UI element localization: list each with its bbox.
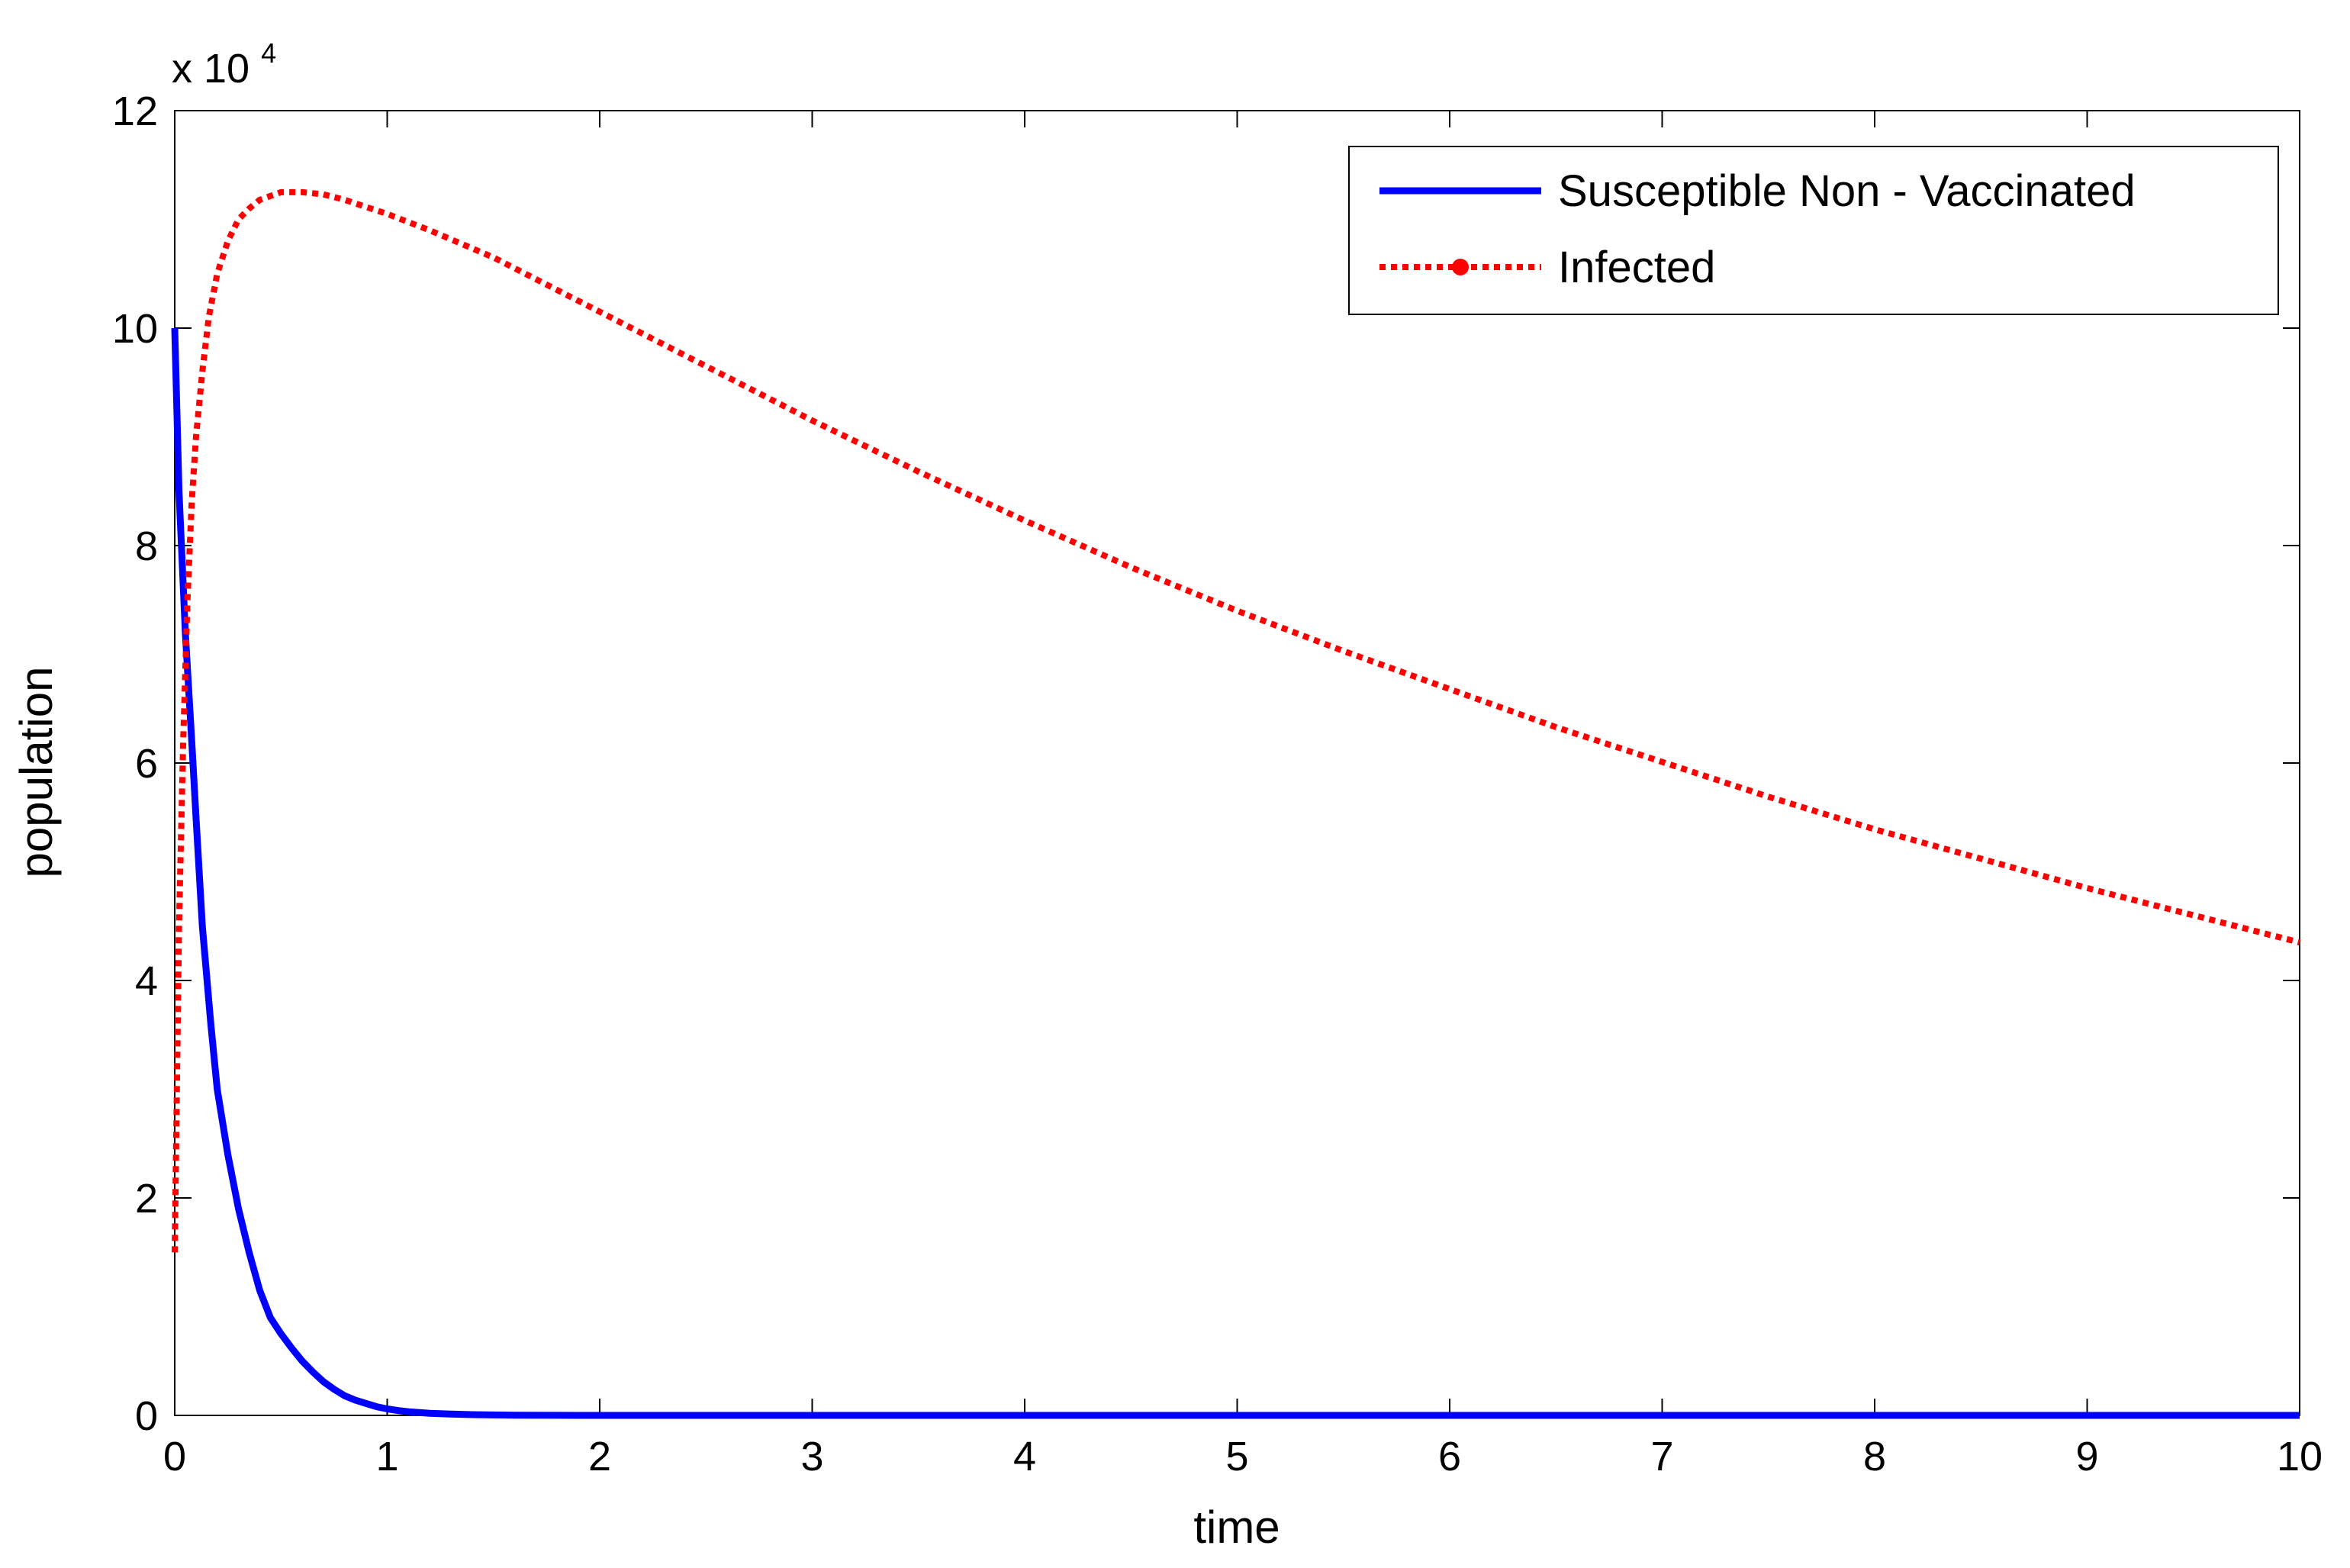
x-tick-marks: 0 1 2 3 4 5 6 7 8 9 10 [163,111,2323,1479]
y-multiplier-exponent: 4 [261,37,276,69]
y-tick-label: 12 [112,89,158,134]
y-tick-label: 10 [112,306,158,352]
x-tick-label: 4 [1013,1434,1036,1479]
y-tick-marks: 0 2 4 6 8 10 12 [112,89,2300,1439]
series-line-susceptible-non-vaccinated [171,327,2300,1419]
y-multiplier: x 10 4 [172,37,276,92]
y-tick-label: 0 [135,1393,158,1439]
y-multiplier-base: x 10 [172,46,249,92]
x-tick-label: 8 [1863,1434,1886,1479]
y-axis-label: population [11,667,62,878]
series-layer [171,188,2300,1419]
x-tick-label: 7 [1650,1434,1673,1479]
y-tick-label: 2 [135,1176,158,1222]
x-tick-label: 9 [2075,1434,2098,1479]
y-tick-label: 8 [135,523,158,569]
series-line-infected [172,188,2300,1253]
x-tick-label: 0 [163,1434,186,1479]
legend-label-susceptible: Susceptible Non - Vaccinated [1558,166,2136,216]
y-tick-label: 6 [135,741,158,787]
y-tick-label: 4 [135,958,158,1004]
x-tick-label: 2 [588,1434,611,1479]
plot-area [174,110,2300,1416]
legend-marker-infected [1452,259,1469,275]
legend-box [1348,146,2279,315]
x-tick-label: 3 [800,1434,823,1479]
x-axis-label: time [1193,1502,1280,1553]
legend: Susceptible Non - Vaccinated Infected [1348,146,2279,315]
x-tick-label: 6 [1438,1434,1461,1479]
legend-label-infected: Infected [1558,243,1715,292]
x-tick-label: 5 [1225,1434,1248,1479]
x-tick-label: 10 [2277,1434,2323,1479]
x-tick-label: 1 [375,1434,398,1479]
